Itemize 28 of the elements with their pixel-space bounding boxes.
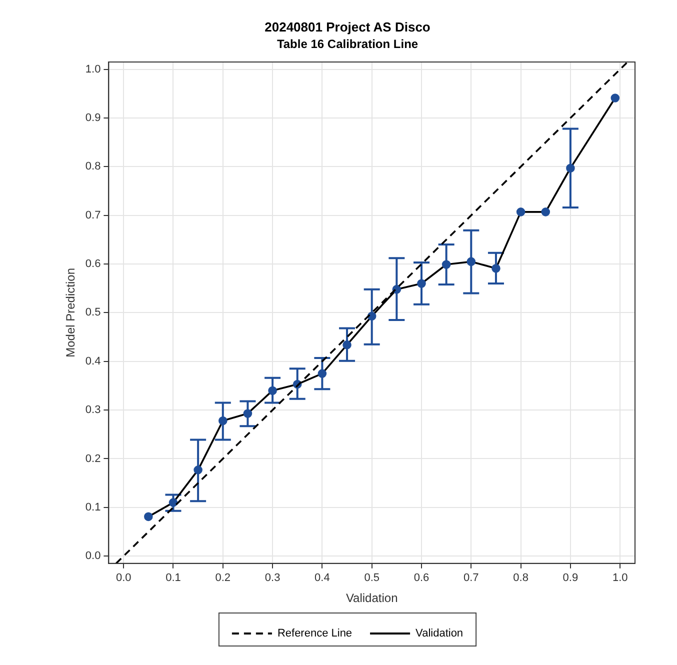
y-tick-label: 0.0 [85, 550, 101, 562]
x-tick-label: 0.2 [215, 572, 231, 584]
y-tick-label: 0.3 [85, 404, 101, 416]
x-tick-label: 0.1 [166, 572, 181, 584]
y-tick-label: 0.7 [85, 209, 101, 222]
y-tick-label: 0.9 [85, 112, 101, 124]
x-tick-label: 0.0 [116, 572, 132, 584]
y-tick-label: 1.0 [85, 63, 101, 76]
x-axis-title: Validation [346, 591, 398, 606]
y-tick-label: 0.5 [85, 306, 101, 319]
y-tick-label: 0.1 [85, 501, 101, 514]
x-tick-label: 0.7 [464, 572, 479, 584]
x-tick-label: 0.9 [562, 572, 578, 584]
x-tick-label: 0.5 [364, 572, 380, 584]
x-tick-label: 0.3 [264, 572, 280, 584]
y-tick-label: 0.8 [85, 160, 101, 173]
legend-label: Reference Line [277, 628, 352, 640]
y-axis-title: Model Prediction [64, 268, 78, 358]
chart-subtitle: Table 16 Calibration Line [276, 37, 418, 52]
x-tick-label: 1.0 [612, 572, 628, 584]
x-tick-label: 0.6 [414, 572, 430, 584]
chart-title: 20240801 Project AS Disco [264, 19, 430, 34]
legend-label: Validation [416, 628, 464, 640]
y-tick-label: 0.4 [85, 355, 101, 368]
y-tick-label: 0.6 [85, 258, 101, 270]
x-tick-label: 0.8 [513, 572, 528, 584]
x-tick-label: 0.4 [314, 572, 330, 584]
y-tick-label: 0.2 [85, 452, 101, 465]
